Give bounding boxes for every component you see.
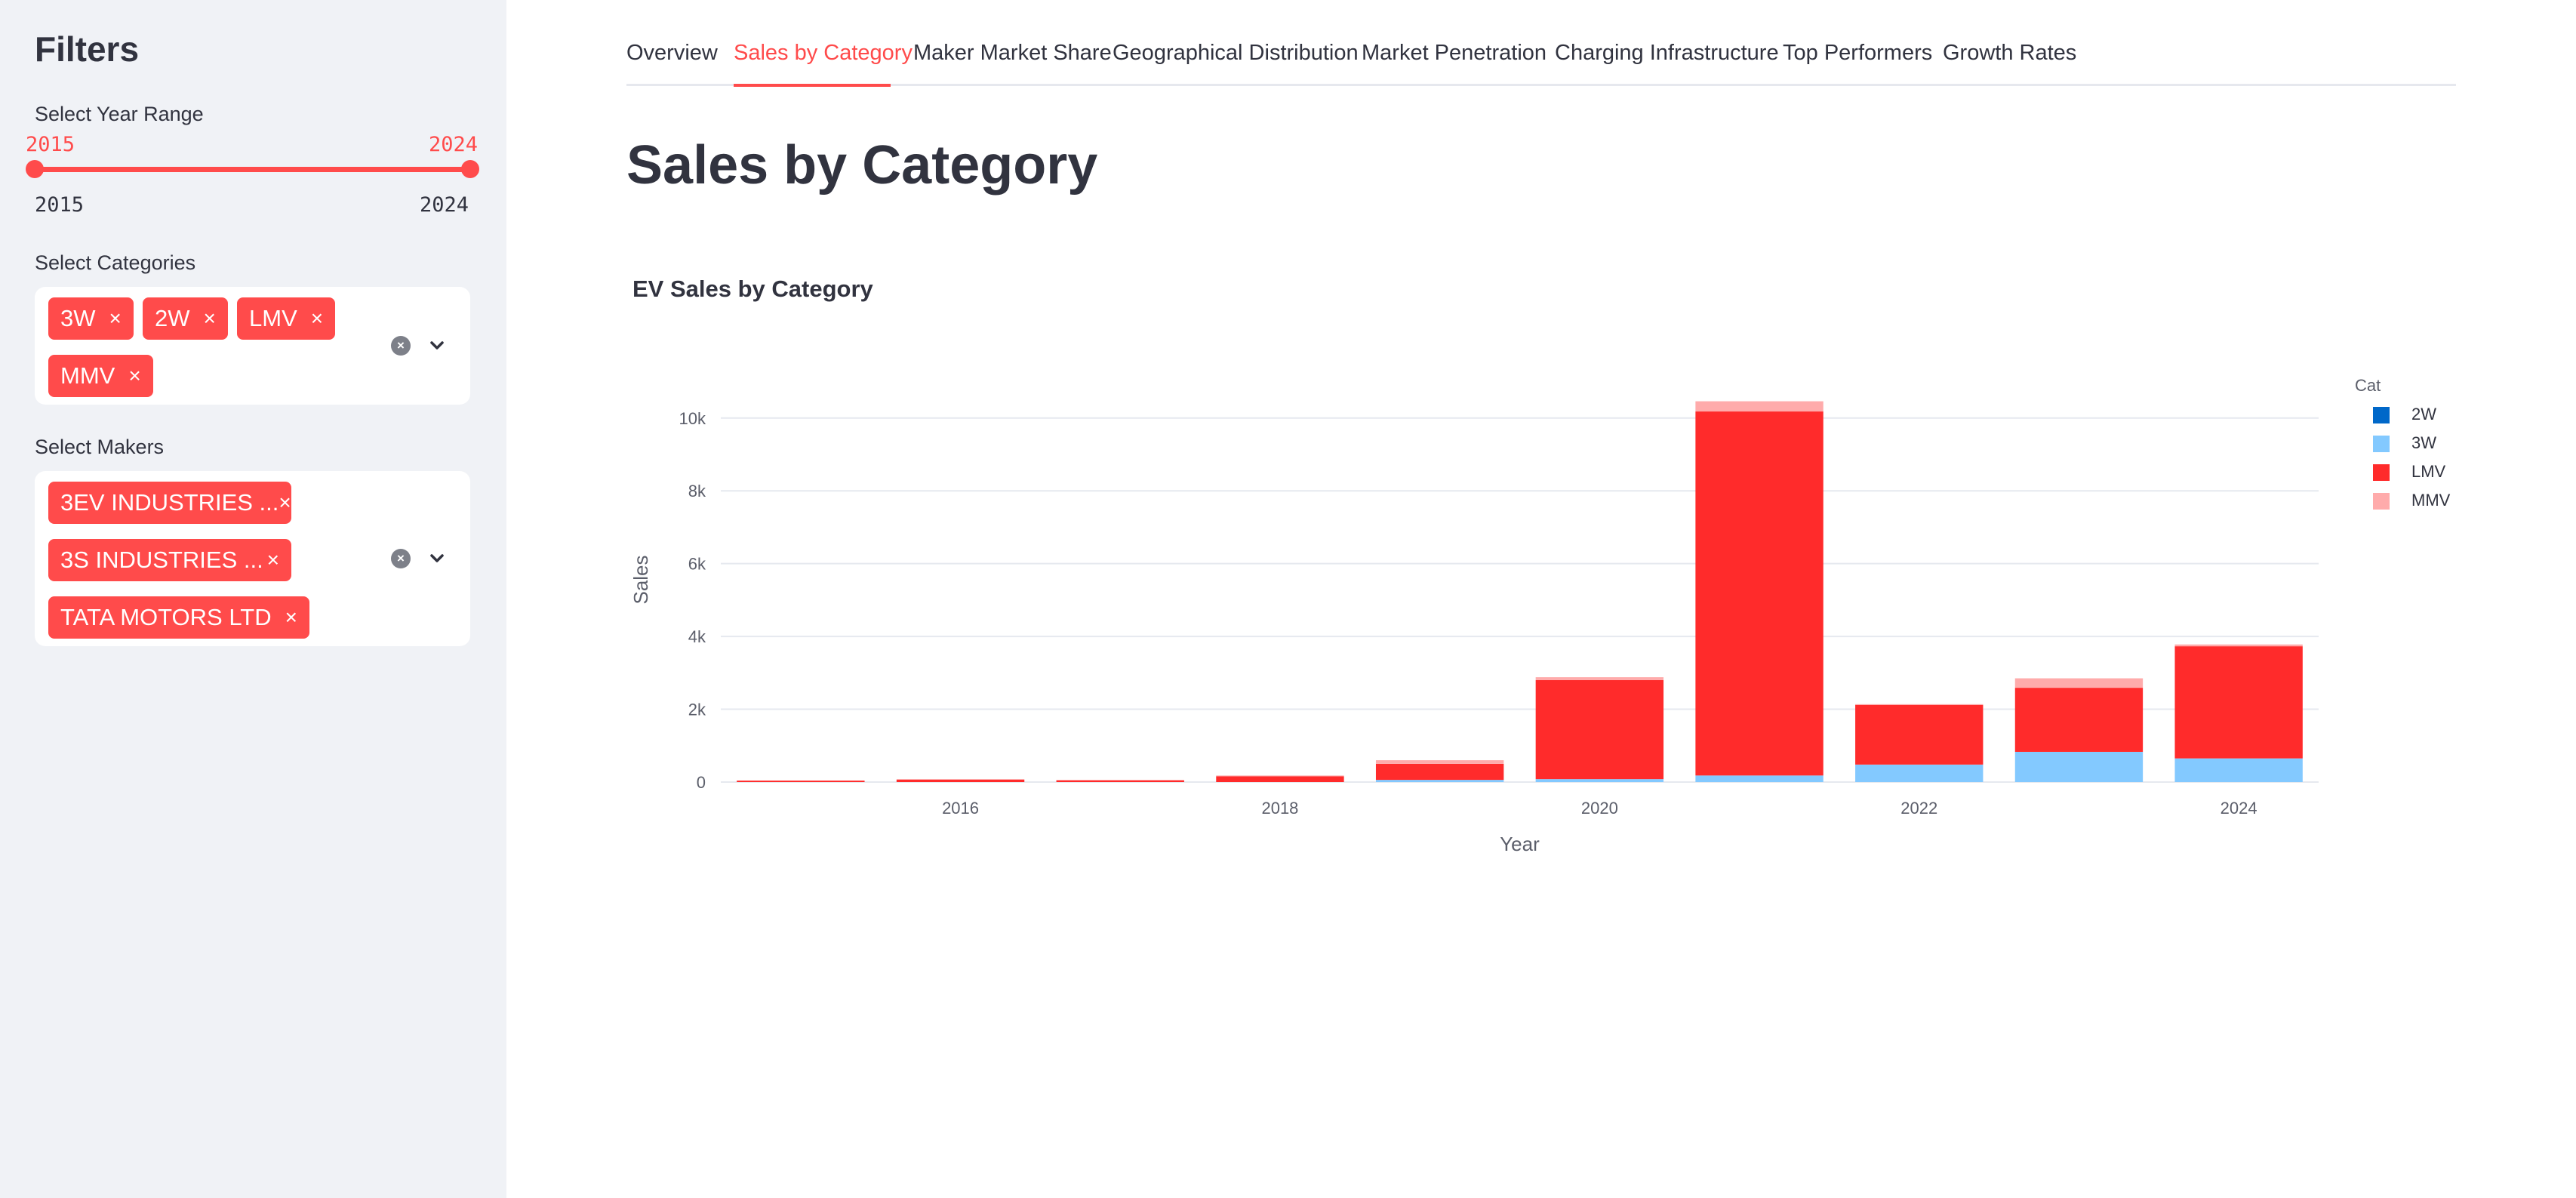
legend-swatch-mmv xyxy=(2373,493,2390,510)
bar-lmv-2019 xyxy=(1375,763,1504,781)
legend-title: Cat xyxy=(2355,376,2381,395)
y-tick-label: 4k xyxy=(688,627,706,646)
bar-3w-2019 xyxy=(1375,780,1504,782)
tab-geographical-distribution[interactable]: Geographical Distribution xyxy=(1113,41,1359,65)
chip-remove-icon[interactable]: × xyxy=(203,306,216,330)
bar-lmv-2015 xyxy=(737,781,865,782)
bar-3w-2024 xyxy=(2174,758,2303,782)
y-axis-title: Sales xyxy=(629,555,652,604)
bar-3w-2023 xyxy=(2014,751,2144,782)
bar-3w-2022 xyxy=(1855,764,1984,782)
x-tick-label: 2022 xyxy=(1900,799,1937,818)
year-range-label: Select Year Range xyxy=(35,103,204,125)
chevron-down-icon[interactable] xyxy=(427,336,447,356)
tab-growth-rates[interactable]: Growth Rates xyxy=(1943,41,2077,65)
bar-lmv-2016 xyxy=(896,779,1025,782)
category-chip[interactable]: LMV × xyxy=(237,297,336,340)
bar-lmv-2024 xyxy=(2174,646,2303,759)
sidebar-title: Filters xyxy=(35,29,140,69)
legend-swatch-2w xyxy=(2373,407,2390,423)
bar-lmv-2021 xyxy=(1695,411,1824,776)
chevron-down-icon[interactable] xyxy=(427,549,447,568)
x-tick-label: 2018 xyxy=(1261,799,1298,818)
legend-entry-2w: 2W xyxy=(2411,405,2436,423)
categories-multiselect[interactable]: 3W × 2W × LMV × MMV × × xyxy=(35,287,470,405)
makers-multiselect[interactable]: 3EV INDUSTRIES ... × 3S INDUSTRIES ... ×… xyxy=(35,471,470,646)
maker-chip[interactable]: TATA MOTORS LTD × xyxy=(48,596,309,639)
bar-3w-2020 xyxy=(1535,779,1664,782)
x-tick-label: 2024 xyxy=(2221,799,2257,818)
y-tick-label: 2k xyxy=(688,701,706,719)
chart-title: EV Sales by Category xyxy=(632,276,873,302)
chip-remove-icon[interactable]: × xyxy=(310,306,324,330)
category-chip[interactable]: MMV × xyxy=(48,355,153,397)
tab-sales-by-category[interactable]: Sales by Category xyxy=(734,41,913,65)
legend-entry-mmv: MMV xyxy=(2411,491,2451,510)
tab-charging-infrastructure[interactable]: Charging Infrastructure xyxy=(1555,41,1779,65)
y-tick-label: 6k xyxy=(688,555,706,574)
legend-entry-3w: 3W xyxy=(2411,433,2436,452)
year-range-slider-track[interactable] xyxy=(35,167,470,172)
clear-all-icon[interactable]: × xyxy=(391,336,411,356)
bar-lmv-2022 xyxy=(1855,704,1984,765)
bar-mmv-2018 xyxy=(1216,775,1344,777)
chip-remove-icon[interactable]: × xyxy=(128,364,141,387)
x-tick-label: 2016 xyxy=(942,799,979,818)
bar-mmv-2023 xyxy=(2014,678,2144,688)
bar-mmv-2021 xyxy=(1695,401,1824,412)
bar-mmv-2019 xyxy=(1375,760,1504,764)
maker-chip[interactable]: 3EV INDUSTRIES ... × xyxy=(48,482,291,524)
slider-low-handle[interactable] xyxy=(26,160,44,178)
legend-entry-lmv: LMV xyxy=(2411,462,2446,481)
chip-remove-icon[interactable]: × xyxy=(285,605,297,629)
sidebar: Filters Select Year Range 2015 2024 2015… xyxy=(0,0,506,1198)
y-tick-label: 0 xyxy=(697,773,706,792)
bar-mmv-2020 xyxy=(1535,677,1664,680)
x-axis-title: Year xyxy=(1500,833,1540,855)
bar-lmv-2018 xyxy=(1216,776,1344,782)
slider-high-handle[interactable] xyxy=(461,160,479,178)
slider-max-label: 2024 xyxy=(420,193,469,217)
legend-swatch-3w xyxy=(2373,436,2390,452)
tab-maker-market-share[interactable]: Maker Market Share xyxy=(913,41,1112,65)
category-chip[interactable]: 3W × xyxy=(48,297,134,340)
slider-high-value: 2024 xyxy=(429,133,479,156)
page-title: Sales by Category xyxy=(626,135,1098,196)
tab-market-penetration[interactable]: Market Penetration xyxy=(1362,41,1547,65)
chip-remove-icon[interactable]: × xyxy=(266,548,279,571)
x-tick-label: 2020 xyxy=(1581,799,1618,818)
bar-lmv-2017 xyxy=(1056,780,1184,782)
tab-top-performers[interactable]: Top Performers xyxy=(1783,41,1933,65)
tab-overview[interactable]: Overview xyxy=(626,41,718,65)
legend-swatch-lmv xyxy=(2373,464,2390,481)
bar-3w-2021 xyxy=(1695,775,1824,782)
bar-mmv-2022 xyxy=(1855,704,1984,705)
makers-label: Select Makers xyxy=(35,436,165,458)
maker-chip[interactable]: 3S INDUSTRIES ... × xyxy=(48,539,291,581)
active-tab-indicator xyxy=(734,84,891,87)
bar-lmv-2020 xyxy=(1535,679,1664,780)
chip-remove-icon[interactable]: × xyxy=(109,306,122,330)
slider-low-value: 2015 xyxy=(26,133,75,156)
category-chip[interactable]: 2W × xyxy=(143,297,228,340)
y-tick-label: 8k xyxy=(688,482,706,500)
slider-min-label: 2015 xyxy=(35,193,85,217)
clear-all-icon[interactable]: × xyxy=(391,549,411,568)
categories-label: Select Categories xyxy=(35,251,196,274)
bar-lmv-2023 xyxy=(2014,688,2144,752)
bar-mmv-2024 xyxy=(2174,644,2303,647)
tab-bar: Overview Sales by Category Maker Market … xyxy=(626,38,2456,87)
y-tick-label: 10k xyxy=(679,409,706,428)
chip-remove-icon[interactable]: × xyxy=(279,491,291,514)
